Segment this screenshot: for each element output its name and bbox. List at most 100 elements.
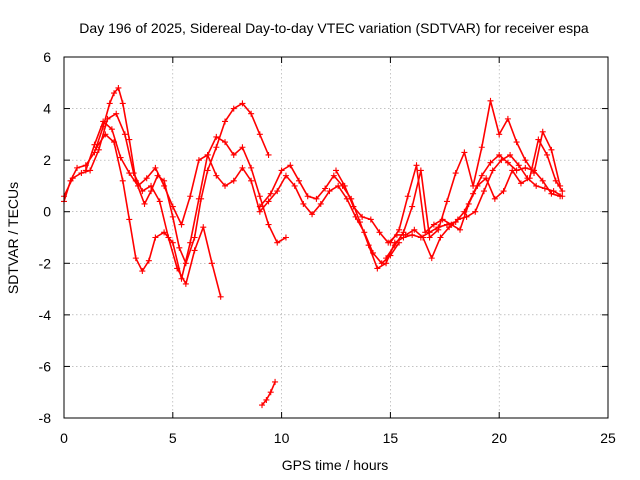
data-point	[282, 234, 289, 241]
y-axis-label: SDTVAR / TECUs	[5, 182, 21, 294]
data-point	[411, 226, 418, 233]
data-point	[454, 216, 461, 223]
data-point	[263, 396, 270, 403]
data-point	[222, 118, 229, 125]
data-point	[317, 200, 324, 207]
chart-title: Day 196 of 2025, Sidereal Day-to-day VTE…	[79, 20, 589, 36]
data-point	[535, 136, 542, 143]
data-point	[448, 221, 455, 228]
data-point	[435, 226, 442, 233]
data-point	[509, 167, 516, 174]
data-point	[222, 182, 229, 189]
plot-frame	[63, 56, 609, 419]
data-point	[213, 144, 220, 151]
data-point	[367, 216, 374, 223]
series-sat-c	[93, 131, 289, 282]
data-point	[191, 247, 198, 254]
data-point	[145, 257, 152, 264]
data-point	[413, 162, 420, 169]
data-point	[550, 188, 557, 195]
data-point	[374, 265, 381, 272]
data-point	[78, 170, 85, 177]
data-point	[248, 110, 255, 117]
data-point	[200, 224, 207, 231]
data-point	[313, 195, 320, 202]
data-point	[487, 159, 494, 166]
y-tick-label: 2	[43, 152, 51, 168]
x-tick-label: 20	[491, 430, 507, 446]
axis-ticks	[63, 56, 609, 419]
data-point	[239, 144, 246, 151]
x-tick-label: 5	[169, 430, 177, 446]
data-point	[552, 177, 559, 184]
data-point	[443, 198, 450, 205]
data-point	[187, 193, 194, 200]
data-point	[139, 268, 146, 275]
data-point	[69, 175, 76, 182]
series-sat-i	[259, 378, 279, 409]
data-point	[267, 190, 274, 197]
data-point	[548, 146, 555, 153]
data-point	[517, 180, 524, 187]
data-point	[106, 100, 113, 107]
data-point	[504, 159, 511, 166]
data-point	[461, 149, 468, 156]
y-tick-label: -6	[39, 358, 52, 374]
data-point	[437, 234, 444, 241]
data-point	[498, 157, 505, 164]
data-point	[113, 110, 120, 117]
data-point	[480, 188, 487, 195]
data-point	[426, 234, 433, 241]
data-point	[126, 216, 133, 223]
data-point	[526, 175, 533, 182]
data-point	[143, 175, 150, 182]
data-point	[496, 151, 503, 158]
series-sat-h	[387, 136, 566, 246]
series-sat-f	[333, 151, 566, 262]
y-tick-label: 4	[43, 101, 51, 117]
data-point	[383, 260, 390, 267]
data-point	[256, 208, 263, 215]
data-point	[230, 177, 237, 184]
data-point	[176, 244, 183, 251]
data-point	[213, 133, 220, 140]
data-point	[111, 90, 118, 97]
data-point	[541, 185, 548, 192]
data-point	[82, 167, 89, 174]
y-tick-label: -8	[39, 410, 52, 426]
data-point	[187, 239, 194, 246]
y-tick-label: 6	[43, 49, 51, 65]
data-point	[256, 203, 263, 210]
data-point	[513, 139, 520, 146]
data-point	[465, 200, 472, 207]
data-point	[161, 229, 168, 236]
data-point	[457, 226, 464, 233]
series-sat-d	[82, 118, 403, 267]
series-sat-g	[383, 97, 564, 262]
data-point	[333, 167, 339, 174]
data-point	[539, 177, 546, 184]
data-point	[91, 141, 98, 148]
data-point	[356, 219, 363, 226]
data-point	[182, 280, 189, 287]
data-point	[178, 221, 185, 228]
data-point	[208, 260, 215, 267]
data-point	[531, 170, 538, 177]
y-tick-label: -2	[39, 255, 52, 271]
data-point	[439, 216, 446, 223]
data-point	[500, 188, 507, 195]
x-axis-label: GPS time / hours	[282, 457, 389, 473]
x-tick-label: 15	[383, 430, 399, 446]
data-point	[265, 198, 272, 205]
data-point	[507, 151, 514, 158]
data-point	[169, 213, 176, 220]
data-point	[139, 188, 146, 195]
data-point	[115, 84, 122, 91]
x-tick-label: 10	[274, 430, 290, 446]
data-point	[248, 164, 255, 171]
data-point	[296, 177, 303, 184]
data-point	[148, 182, 155, 189]
data-point	[134, 182, 141, 189]
data-point	[256, 193, 263, 200]
